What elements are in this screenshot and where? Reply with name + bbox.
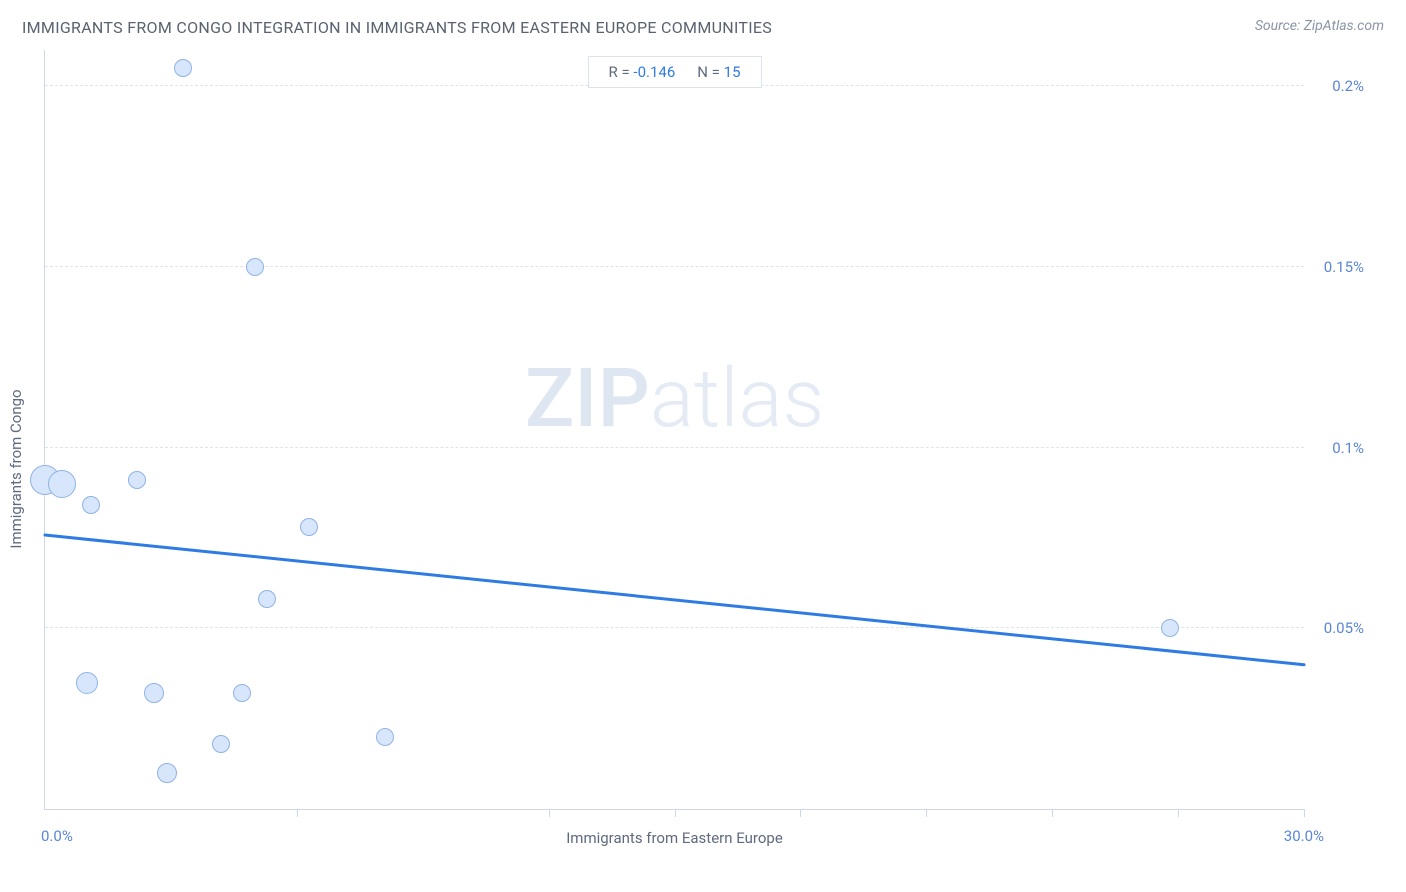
gridline — [45, 627, 1304, 628]
n-label: N = — [697, 63, 720, 81]
scatter-point — [246, 258, 264, 276]
plot-area: ZIPatlas 0.05%0.1%0.15%0.2% R = -0.146 N… — [44, 50, 1304, 810]
scatter-point — [233, 684, 251, 702]
scatter-point — [82, 496, 100, 514]
n-value: 15 — [724, 63, 741, 81]
r-value: -0.146 — [633, 63, 675, 81]
x-tick — [549, 809, 550, 817]
gridline — [45, 447, 1304, 448]
chart-title: IMMIGRANTS FROM CONGO INTEGRATION IN IMM… — [22, 18, 772, 37]
scatter-point — [174, 59, 192, 77]
watermark-logo: ZIPatlas — [525, 351, 824, 447]
scatter-point — [1161, 619, 1179, 637]
y-axis-label: Immigrants from Congo — [7, 389, 25, 548]
r-label: R = — [608, 63, 629, 81]
y-tick-label: 0.1% — [1309, 439, 1364, 457]
x-tick — [297, 809, 298, 817]
scatter-point — [376, 728, 394, 746]
x-tick — [1052, 809, 1053, 817]
gridline — [45, 266, 1304, 267]
source-attribution: Source: ZipAtlas.com — [1255, 18, 1384, 34]
scatter-point — [48, 470, 76, 498]
x-tick — [1178, 809, 1179, 817]
scatter-chart: Immigrants from Congo ZIPatlas 0.05%0.1%… — [44, 50, 1384, 870]
x-tick — [1304, 809, 1305, 817]
scatter-point — [157, 763, 177, 783]
scatter-point — [300, 518, 318, 536]
y-tick-label: 0.15% — [1309, 258, 1364, 276]
x-tick — [800, 809, 801, 817]
scatter-point — [258, 590, 276, 608]
y-tick-label: 0.2% — [1309, 77, 1364, 95]
x-min-label: 0.0% — [41, 827, 73, 845]
scatter-point — [212, 735, 230, 753]
scatter-point — [76, 672, 98, 694]
x-tick — [926, 809, 927, 817]
scatter-point — [128, 471, 146, 489]
x-axis-label: Immigrants from Eastern Europe — [566, 829, 783, 847]
x-tick — [675, 809, 676, 817]
stats-legend: R = -0.146 N = 15 — [587, 56, 761, 88]
scatter-point — [144, 683, 164, 703]
x-max-label: 30.0% — [1284, 827, 1324, 845]
y-tick-label: 0.05% — [1309, 619, 1364, 637]
